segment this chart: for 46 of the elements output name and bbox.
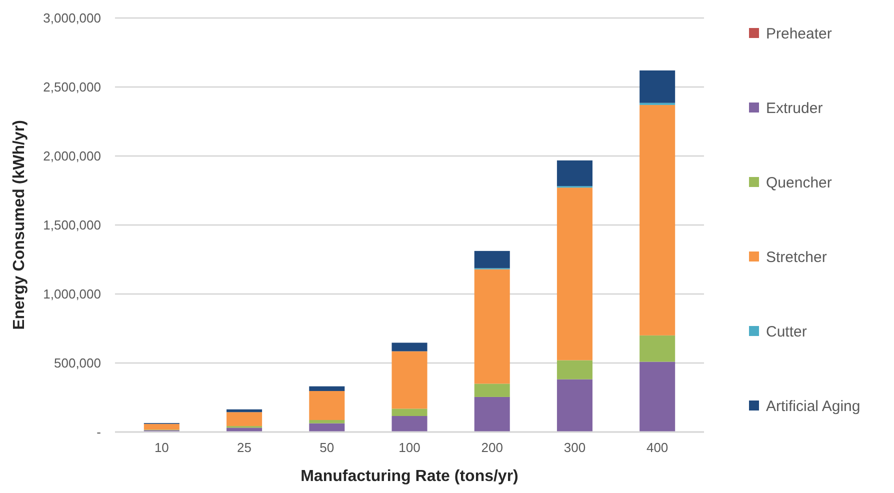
bar [309,423,345,432]
legend-label: Extruder [766,100,823,117]
bar [144,424,180,430]
bar [226,428,262,432]
y-tick-label: 1,500,000 [43,218,101,233]
legend-label: Quencher [766,174,832,192]
bar [640,104,676,336]
x-tick-label: 10 [154,440,169,455]
bar [392,408,428,416]
bar [309,386,345,392]
bar [474,269,510,384]
bar [556,188,592,360]
x-tick-label: 100 [398,440,420,455]
y-tick-label: 2,000,000 [43,148,101,164]
bar [640,70,676,103]
y-tick-label: 2,500,000 [43,80,101,95]
bar [474,396,510,432]
x-tick-label: 300 [564,440,586,455]
bar [640,362,676,432]
bar [392,416,428,432]
bar [309,420,345,424]
y-tick-label: 1,000,000 [43,286,101,302]
y-tick-label: - [96,424,101,440]
x-tick-label: 25 [237,440,252,455]
bar [556,160,592,186]
bar [556,379,592,432]
legend-label: Stretcher [766,248,827,266]
x-tick-label: 400 [646,440,668,455]
bar [474,384,510,397]
legend-label: Preheater [766,25,832,42]
bar [474,250,510,268]
bar [226,409,262,412]
legend-label: Cutter [766,323,807,340]
y-tick-label: 3,000,000 [43,10,101,26]
x-tick-label: 50 [320,440,334,455]
y-axis-title: Energy Consumed (kWh/yr) [11,120,28,330]
x-tick-label: 200 [481,440,503,455]
bar [556,360,592,380]
legend-label: Artificial Aging [766,398,860,415]
y-tick-label: 500,000 [54,356,101,371]
x-axis-title: Manufacturing Rate (tons/yr) [300,468,518,485]
bar [392,351,428,409]
bar [226,412,262,426]
bar [392,342,428,352]
bar [640,335,676,362]
bar [309,391,345,420]
